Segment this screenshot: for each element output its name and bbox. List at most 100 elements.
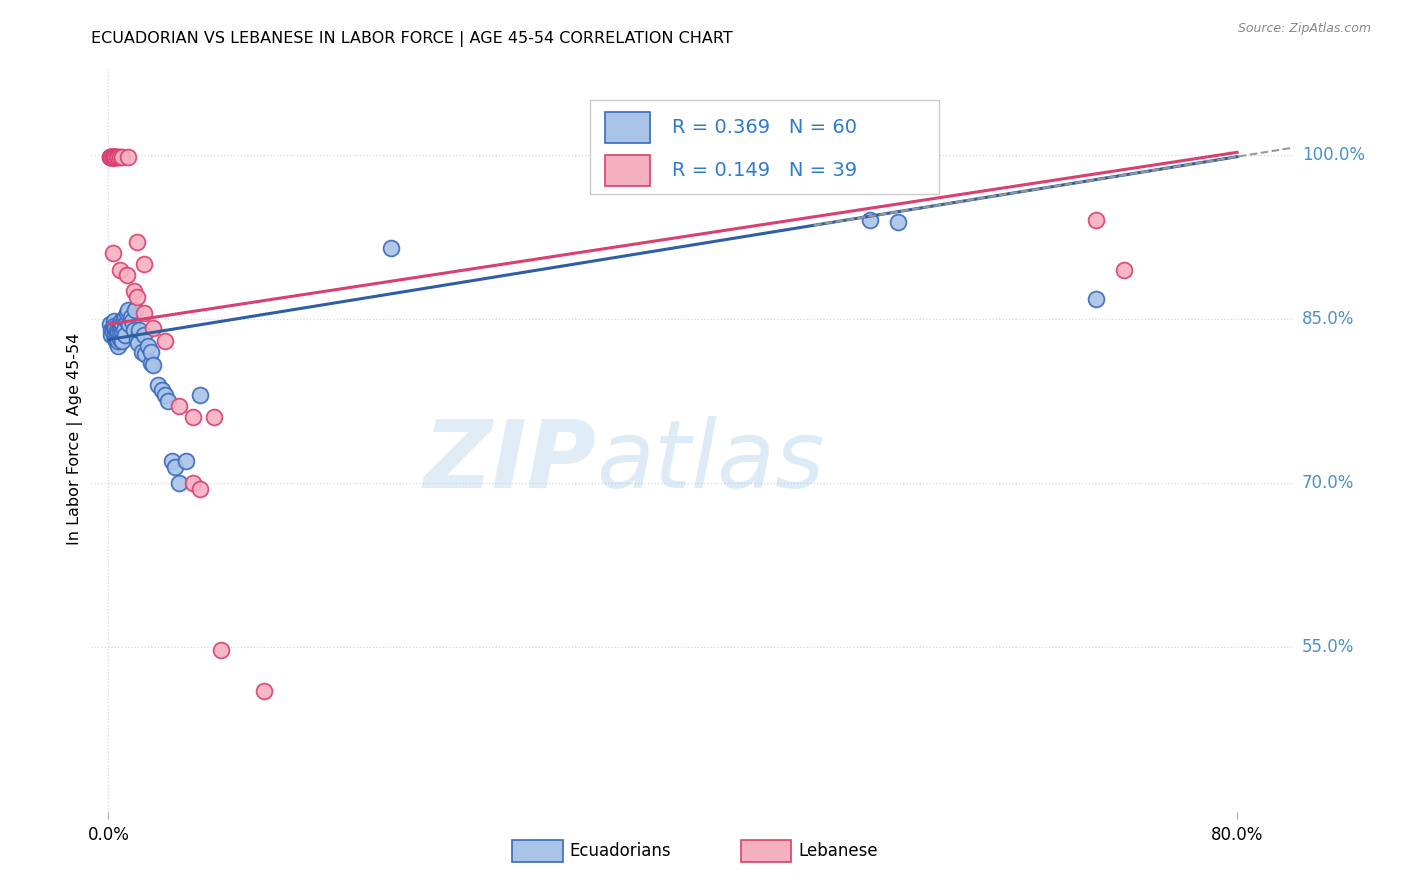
Point — [132, 306, 155, 320]
Text: R = 0.149   N = 39: R = 0.149 N = 39 — [672, 161, 858, 180]
Point — [105, 323, 128, 337]
Point — [859, 213, 882, 227]
Point — [103, 150, 125, 164]
Point — [153, 388, 176, 402]
Point — [103, 150, 125, 164]
Point — [150, 383, 173, 397]
Point — [252, 684, 274, 698]
Point — [125, 235, 148, 249]
Point — [132, 257, 155, 271]
Point — [100, 150, 122, 164]
Point — [181, 410, 204, 425]
Point — [128, 323, 150, 337]
Point — [117, 303, 139, 318]
Point — [100, 150, 122, 164]
Point — [100, 150, 122, 164]
Point — [122, 285, 145, 299]
Point — [100, 328, 122, 343]
Point — [139, 356, 162, 370]
Point — [100, 323, 122, 337]
Point — [104, 327, 127, 342]
Point — [122, 323, 145, 337]
Point — [114, 310, 136, 324]
Point — [202, 410, 225, 425]
Point — [136, 339, 159, 353]
Point — [110, 314, 132, 328]
Point — [108, 332, 131, 346]
Point — [111, 325, 134, 339]
Point — [209, 642, 232, 657]
Point — [887, 215, 910, 229]
Text: atlas: atlas — [596, 417, 824, 508]
Point — [188, 482, 211, 496]
Point — [98, 150, 121, 164]
Point — [115, 306, 138, 320]
Point — [156, 394, 179, 409]
Text: Lebanese: Lebanese — [799, 842, 877, 860]
Point — [188, 388, 211, 402]
Point — [134, 347, 156, 361]
Point — [146, 377, 169, 392]
Point — [107, 325, 129, 339]
Point — [167, 400, 190, 414]
FancyBboxPatch shape — [591, 101, 939, 194]
Point — [105, 150, 128, 164]
Point — [108, 318, 131, 332]
Point — [1114, 262, 1136, 277]
Point — [103, 314, 125, 328]
Point — [107, 339, 129, 353]
Point — [111, 150, 134, 164]
Text: Source: ZipAtlas.com: Source: ZipAtlas.com — [1237, 22, 1371, 36]
Point — [101, 325, 124, 339]
Point — [125, 290, 148, 304]
Point — [108, 150, 131, 164]
Point — [98, 150, 121, 164]
Point — [115, 268, 138, 282]
Point — [114, 328, 136, 343]
Point — [131, 344, 153, 359]
Point — [125, 332, 148, 346]
Text: ECUADORIAN VS LEBANESE IN LABOR FORCE | AGE 45-54 CORRELATION CHART: ECUADORIAN VS LEBANESE IN LABOR FORCE | … — [91, 31, 733, 47]
Point — [167, 476, 190, 491]
Point — [101, 150, 124, 164]
Point — [107, 150, 129, 164]
Text: 70.0%: 70.0% — [1302, 475, 1354, 492]
Point — [101, 246, 124, 260]
Point — [163, 459, 186, 474]
Point — [107, 334, 129, 348]
Point — [104, 320, 127, 334]
Point — [112, 311, 135, 326]
Point — [103, 319, 125, 334]
Point — [104, 150, 127, 164]
Point — [115, 314, 138, 328]
Point — [139, 344, 162, 359]
Point — [105, 328, 128, 343]
FancyBboxPatch shape — [512, 840, 562, 863]
Point — [103, 150, 125, 164]
Y-axis label: In Labor Force | Age 45-54: In Labor Force | Age 45-54 — [67, 334, 83, 545]
Point — [104, 150, 127, 164]
Point — [98, 318, 121, 332]
Point — [1085, 213, 1108, 227]
Point — [142, 320, 165, 334]
Text: Ecuadorians: Ecuadorians — [569, 842, 672, 860]
Point — [108, 325, 131, 339]
Point — [111, 334, 134, 348]
Point — [117, 150, 139, 164]
Text: 85.0%: 85.0% — [1302, 310, 1354, 328]
Text: 55.0%: 55.0% — [1302, 639, 1354, 657]
Point — [127, 335, 149, 350]
Point — [100, 150, 122, 164]
Text: R = 0.369   N = 60: R = 0.369 N = 60 — [672, 118, 858, 136]
Text: ZIP: ZIP — [423, 416, 596, 508]
Point — [174, 454, 197, 468]
Point — [181, 476, 204, 491]
Point — [112, 323, 135, 337]
Point — [105, 335, 128, 350]
FancyBboxPatch shape — [605, 112, 651, 143]
Point — [142, 358, 165, 372]
Point — [118, 318, 141, 332]
Point — [101, 320, 124, 334]
FancyBboxPatch shape — [741, 840, 792, 863]
Point — [124, 303, 146, 318]
